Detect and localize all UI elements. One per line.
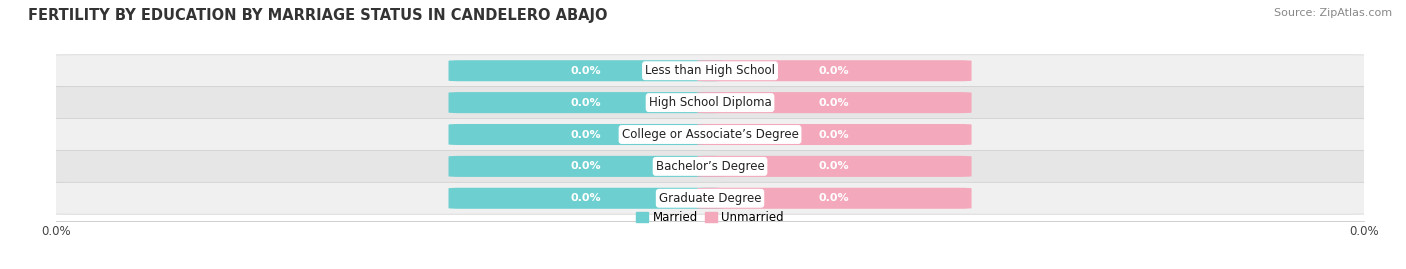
Text: 0.0%: 0.0% xyxy=(818,129,849,140)
FancyBboxPatch shape xyxy=(449,188,723,209)
FancyBboxPatch shape xyxy=(697,188,972,209)
Text: 0.0%: 0.0% xyxy=(571,129,602,140)
FancyBboxPatch shape xyxy=(697,124,972,145)
FancyBboxPatch shape xyxy=(697,156,972,177)
Text: 0.0%: 0.0% xyxy=(818,161,849,171)
Text: Source: ZipAtlas.com: Source: ZipAtlas.com xyxy=(1274,8,1392,18)
FancyBboxPatch shape xyxy=(697,60,972,81)
FancyBboxPatch shape xyxy=(449,124,723,145)
Text: 0.0%: 0.0% xyxy=(818,193,849,203)
FancyBboxPatch shape xyxy=(697,92,972,113)
FancyBboxPatch shape xyxy=(449,156,723,177)
Text: 0.0%: 0.0% xyxy=(818,98,849,108)
FancyBboxPatch shape xyxy=(449,92,723,113)
Text: High School Diploma: High School Diploma xyxy=(648,96,772,109)
Text: 0.0%: 0.0% xyxy=(571,66,602,76)
FancyBboxPatch shape xyxy=(44,150,1376,182)
Text: College or Associate’s Degree: College or Associate’s Degree xyxy=(621,128,799,141)
Text: FERTILITY BY EDUCATION BY MARRIAGE STATUS IN CANDELERO ABAJO: FERTILITY BY EDUCATION BY MARRIAGE STATU… xyxy=(28,8,607,23)
FancyBboxPatch shape xyxy=(44,182,1376,214)
Text: 0.0%: 0.0% xyxy=(818,66,849,76)
FancyBboxPatch shape xyxy=(44,119,1376,150)
Text: 0.0%: 0.0% xyxy=(571,193,602,203)
Text: 0.0%: 0.0% xyxy=(571,98,602,108)
FancyBboxPatch shape xyxy=(449,60,723,81)
Text: Graduate Degree: Graduate Degree xyxy=(659,192,761,205)
Text: Bachelor’s Degree: Bachelor’s Degree xyxy=(655,160,765,173)
FancyBboxPatch shape xyxy=(44,87,1376,119)
Text: Less than High School: Less than High School xyxy=(645,64,775,77)
FancyBboxPatch shape xyxy=(44,55,1376,87)
Legend: Married, Unmarried: Married, Unmarried xyxy=(631,206,789,228)
Text: 0.0%: 0.0% xyxy=(571,161,602,171)
